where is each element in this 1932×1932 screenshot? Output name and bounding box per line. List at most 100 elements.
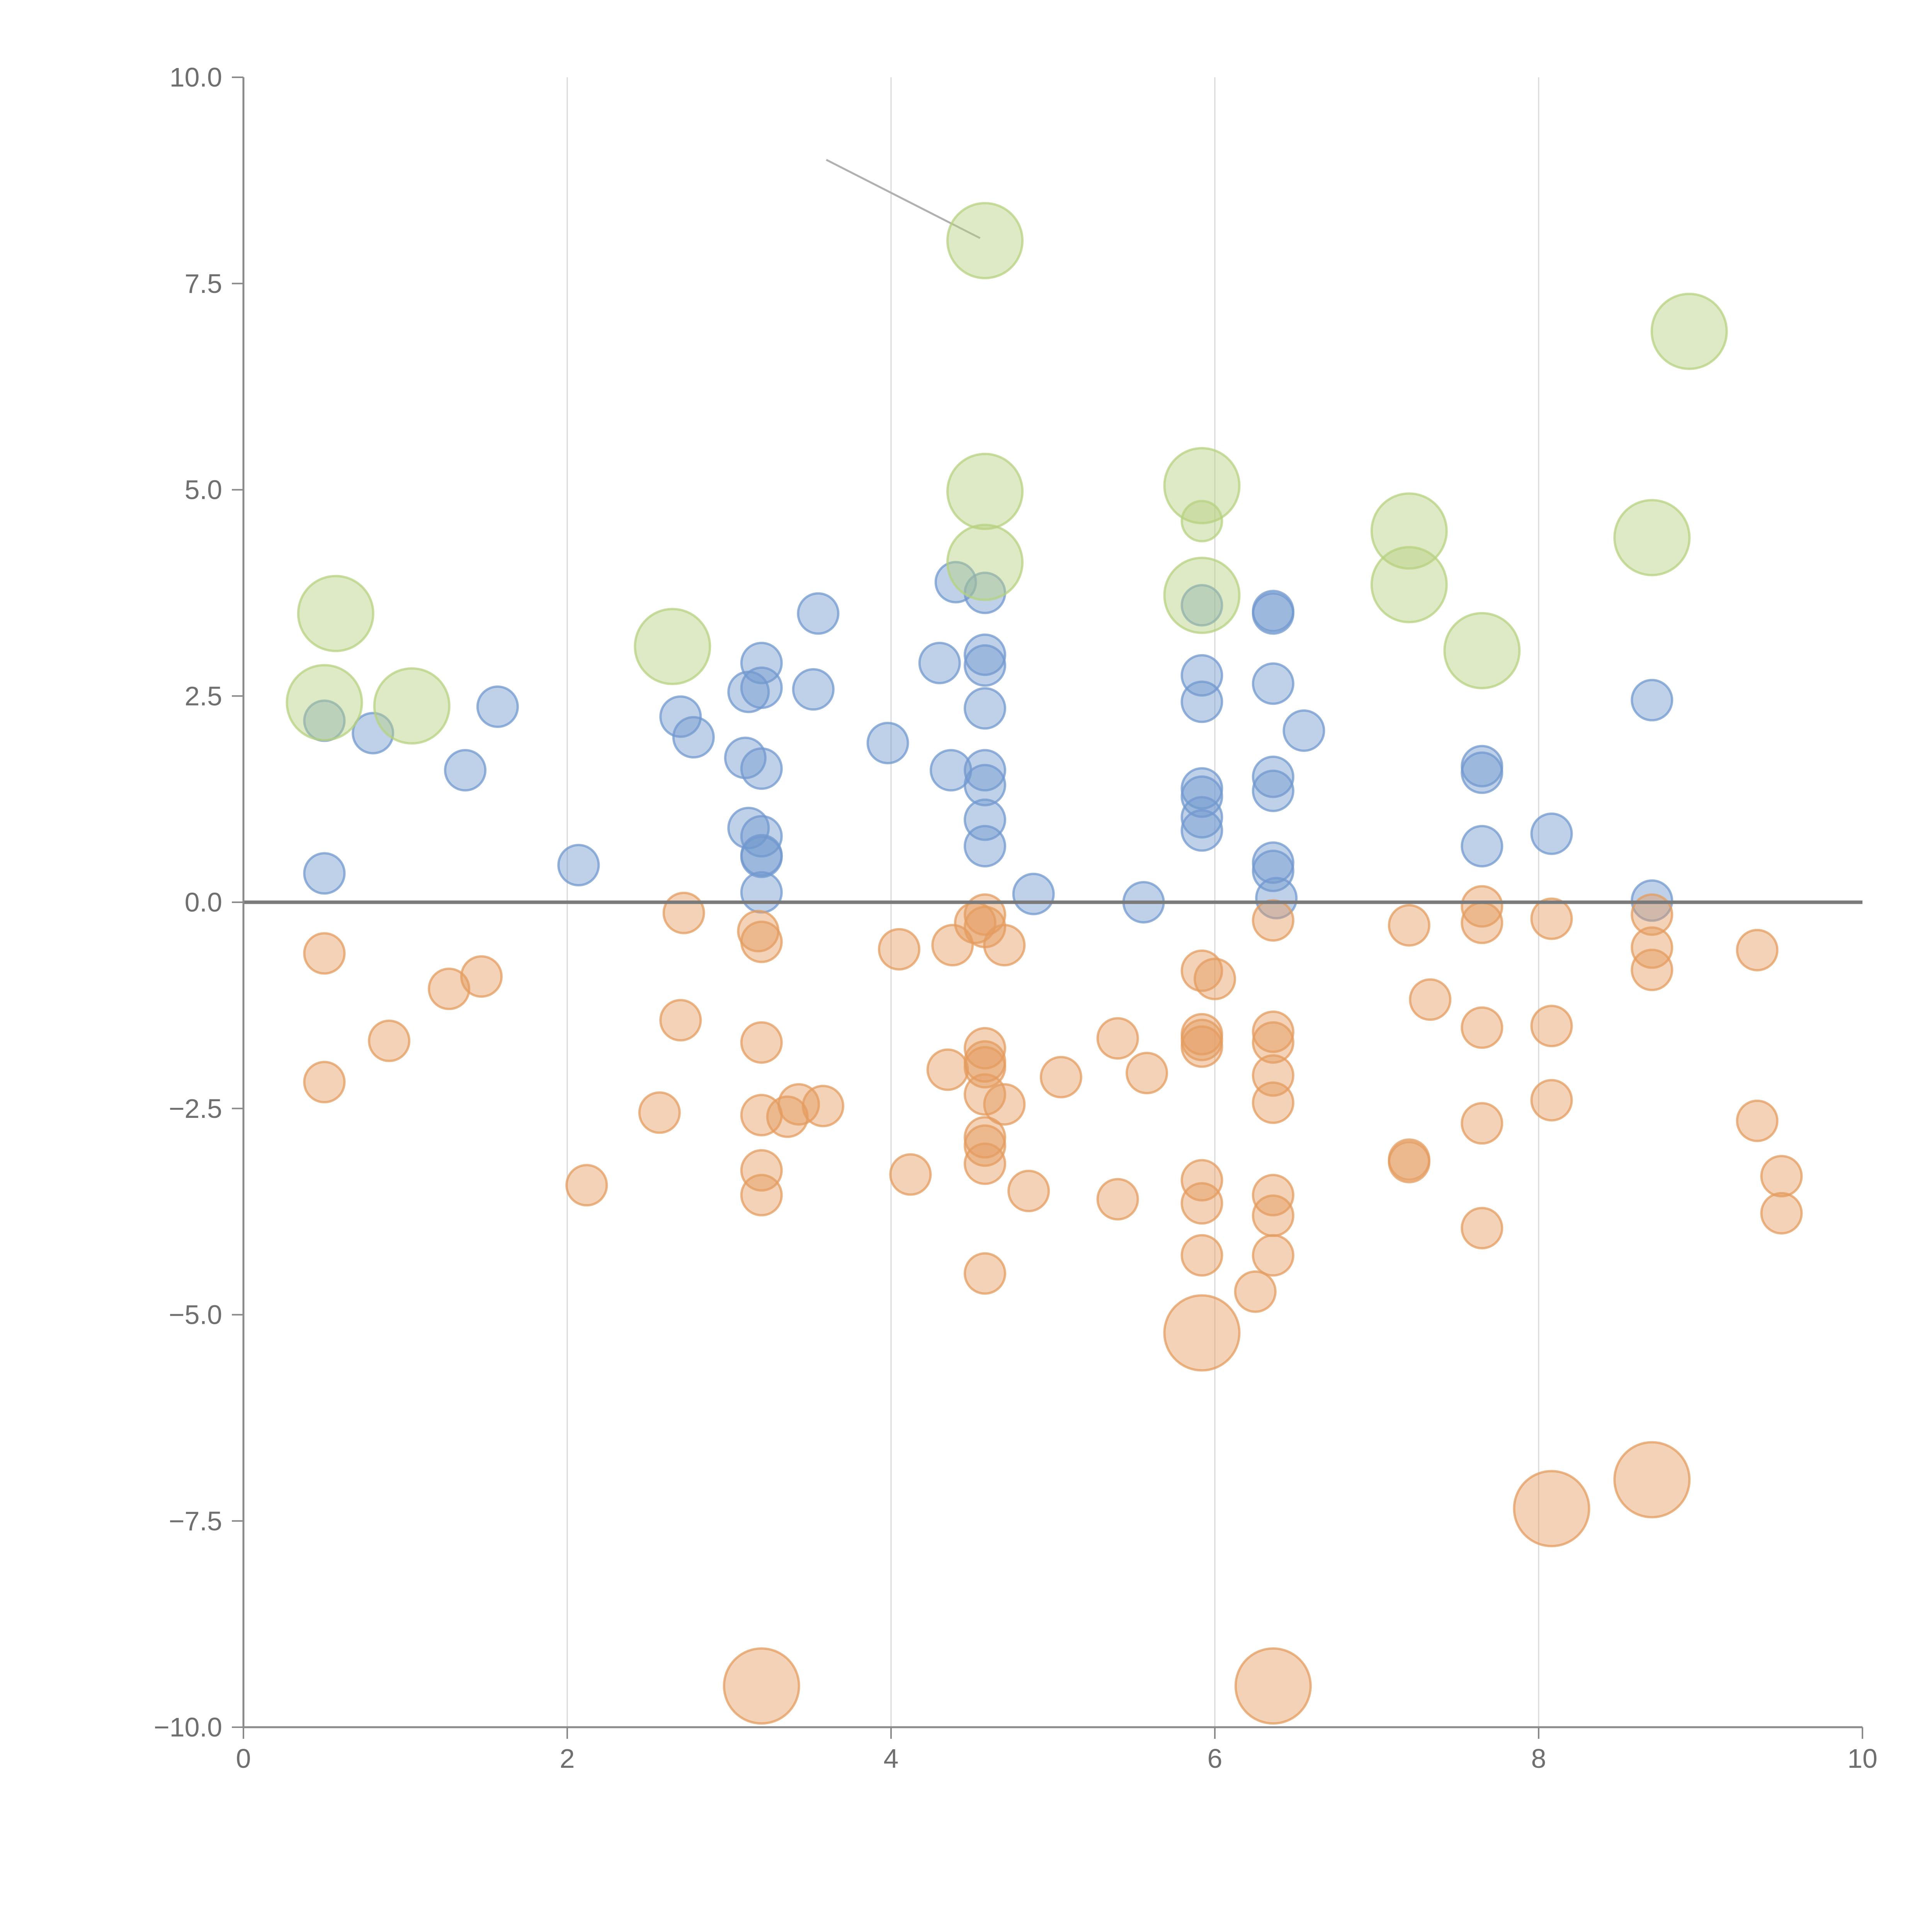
point-negative-75 — [1760, 1192, 1803, 1235]
point-positive-2 — [444, 749, 487, 792]
point-positive-25 — [964, 633, 1007, 676]
point-negative-17 — [802, 1085, 845, 1128]
point-negative-68 — [1530, 1079, 1573, 1122]
x-tick-label: 2 — [560, 1743, 575, 1774]
point-negative-40 — [1180, 949, 1223, 992]
point-positive-21 — [918, 641, 961, 684]
point-positive-39 — [1180, 796, 1223, 839]
point-large-positive-3 — [634, 608, 711, 685]
point-negative-30 — [964, 1124, 1007, 1167]
point-negative-21 — [931, 924, 974, 967]
x-tick-label: 10 — [1847, 1743, 1878, 1774]
point-negative-35 — [1007, 1170, 1050, 1213]
point-positive-48 — [1252, 849, 1294, 892]
point-large-negative-2 — [1234, 1647, 1312, 1725]
point-large-positive-1 — [286, 664, 363, 742]
point-negative-2 — [368, 1019, 411, 1062]
point-negative-14 — [740, 1173, 783, 1216]
point-negative-59 — [1388, 1141, 1430, 1184]
point-large-positive-10 — [1370, 492, 1448, 570]
point-negative-5 — [565, 1164, 608, 1207]
point-large-positive-9 — [1163, 556, 1241, 634]
point-negative-72 — [1736, 929, 1779, 971]
y-tick-label: 7.5 — [185, 269, 222, 299]
point-positive-53 — [1530, 812, 1573, 855]
point-negative-49 — [1252, 899, 1294, 942]
point-negative-39 — [1126, 1051, 1168, 1094]
point-large-positive-8 — [1180, 500, 1223, 543]
point-negative-50 — [1252, 1010, 1294, 1053]
point-negative-31 — [964, 1142, 1007, 1185]
point-negative-47 — [1194, 957, 1236, 1000]
point-large-negative-0 — [723, 1647, 800, 1725]
point-negative-8 — [662, 891, 705, 934]
point-large-positive-14 — [1650, 293, 1728, 370]
point-positive-20 — [866, 721, 909, 764]
point-negative-33 — [983, 924, 1026, 967]
y-tick-label: −2.5 — [169, 1094, 222, 1124]
point-negative-45 — [1180, 1182, 1223, 1225]
point-positive-1 — [352, 712, 395, 755]
point-negative-1 — [303, 1061, 346, 1104]
y-tick-label: 5.0 — [185, 475, 222, 505]
point-negative-16 — [777, 1083, 820, 1126]
point-positive-6 — [659, 695, 702, 738]
point-negative-11 — [740, 1021, 783, 1064]
point-negative-55 — [1252, 1194, 1294, 1237]
point-negative-20 — [926, 1048, 969, 1091]
point-negative-0 — [303, 932, 346, 975]
point-positive-10 — [740, 641, 783, 684]
x-tick-label: 4 — [884, 1743, 899, 1774]
point-positive-42 — [1252, 592, 1294, 635]
point-negative-3 — [428, 968, 471, 1010]
point-positive-7 — [672, 716, 715, 759]
point-large-positive-7 — [1163, 447, 1241, 524]
y-tick-label: 0.0 — [185, 887, 222, 917]
point-negative-69 — [1631, 893, 1673, 936]
point-negative-67 — [1530, 1005, 1573, 1048]
point-positive-51 — [1461, 751, 1503, 794]
point-positive-5 — [557, 844, 600, 886]
point-positive-18 — [792, 668, 835, 711]
point-negative-13 — [740, 1149, 783, 1192]
point-positive-11 — [740, 666, 783, 709]
point-negative-51 — [1252, 1021, 1294, 1064]
point-negative-6 — [638, 1091, 681, 1134]
point-negative-53 — [1252, 1081, 1294, 1124]
point-negative-63 — [1461, 1006, 1503, 1049]
tick-labels: 0 2 4 6 8 10 −10.0 −7.5 −5.0 −2.5 0.0 2.5 5.0 7.5 10.0 — [154, 62, 1878, 1774]
point-negative-71 — [1631, 949, 1673, 992]
point-negative-4 — [460, 955, 503, 998]
point-large-positive-6 — [946, 524, 1024, 601]
point-negative-46 — [1180, 1234, 1223, 1277]
point-large-positive-0 — [297, 575, 374, 652]
point-negative-38 — [1096, 1178, 1139, 1221]
point-negative-28 — [964, 1073, 1007, 1116]
x-tick-label: 6 — [1208, 1743, 1223, 1774]
point-negative-44 — [1180, 1159, 1223, 1202]
point-large-positive-13 — [1613, 499, 1691, 577]
y-tick-label: 2.5 — [185, 681, 222, 711]
point-positive-46 — [1252, 769, 1294, 812]
point-negative-15 — [766, 1095, 809, 1138]
point-negative-10 — [740, 920, 783, 963]
point-positive-26 — [964, 644, 1007, 687]
point-negative-43 — [1180, 1025, 1223, 1068]
point-large-positive-2 — [373, 667, 451, 745]
point-positive-49 — [1255, 877, 1298, 920]
point-negative-66 — [1530, 897, 1573, 940]
point-negative-37 — [1096, 1017, 1139, 1060]
point-positive-4 — [303, 852, 346, 895]
point-positive-32 — [1012, 872, 1055, 915]
point-large-positive-4 — [946, 202, 1024, 279]
point-positive-17 — [740, 871, 783, 914]
point-negative-70 — [1631, 926, 1673, 969]
callout-leader-line — [826, 159, 981, 239]
point-large-negative-1 — [1163, 1294, 1241, 1372]
point-large-positive-5 — [946, 452, 1024, 530]
point-positive-3 — [476, 685, 519, 728]
point-negative-32 — [964, 1252, 1007, 1295]
point-negative-19 — [889, 1153, 932, 1196]
point-negative-57 — [1388, 904, 1430, 947]
point-negative-36 — [1039, 1056, 1082, 1099]
